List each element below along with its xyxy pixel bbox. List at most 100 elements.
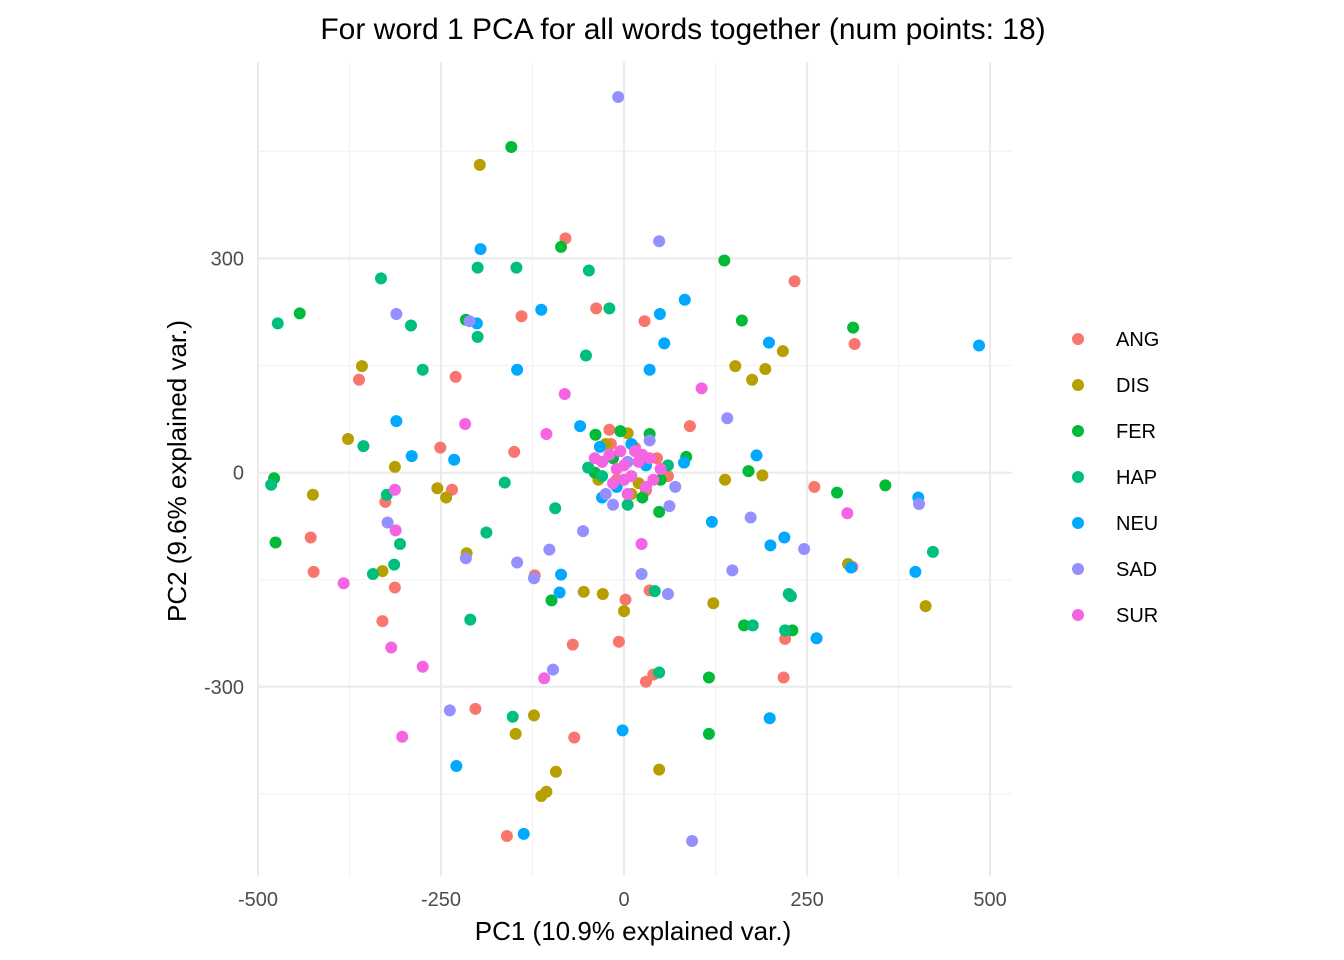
data-point-ang xyxy=(779,632,792,645)
data-point-hap xyxy=(579,349,592,362)
data-point-dis xyxy=(306,488,319,501)
data-point-hap xyxy=(510,261,523,274)
data-point-ang xyxy=(683,420,696,433)
legend-key-fer xyxy=(1072,425,1084,437)
data-point-hap xyxy=(265,478,278,491)
data-point-neu xyxy=(844,561,857,574)
data-point-dis xyxy=(376,565,389,578)
data-point-sad xyxy=(599,487,612,500)
data-point-neu xyxy=(574,420,587,433)
data-point-sad xyxy=(635,567,648,580)
data-point-dis xyxy=(549,765,562,778)
data-point-hap xyxy=(746,619,759,632)
data-point-ang xyxy=(566,638,579,651)
data-point-fer xyxy=(545,594,558,607)
data-point-hap xyxy=(779,624,792,637)
data-point-fer xyxy=(735,314,748,327)
data-point-ang xyxy=(603,423,616,436)
data-point-fer xyxy=(702,727,715,740)
legend-key-hap xyxy=(1072,471,1084,483)
data-point-sur xyxy=(337,577,350,590)
data-point-sad xyxy=(390,308,403,321)
data-point-dis xyxy=(527,709,540,722)
data-point-dis xyxy=(509,727,522,740)
data-point-fer xyxy=(718,254,731,267)
legend-label-hap: HAP xyxy=(1116,467,1157,489)
data-point-hap xyxy=(621,498,634,511)
data-point-hap xyxy=(480,526,493,539)
data-point-dis xyxy=(355,360,368,373)
data-point-sad xyxy=(913,497,926,510)
data-point-sad xyxy=(577,525,590,538)
y-tick-label: 300 xyxy=(211,248,244,270)
data-point-neu xyxy=(450,760,463,773)
data-point-dis xyxy=(759,363,772,376)
grid-minor xyxy=(258,62,1012,876)
data-point-fer xyxy=(742,465,755,478)
data-point-fer xyxy=(653,505,666,518)
data-point-sur xyxy=(614,445,627,458)
data-point-ang xyxy=(808,480,821,493)
data-point-dis xyxy=(707,597,720,610)
legend-label-ang: ANG xyxy=(1116,329,1159,351)
data-point-sad xyxy=(463,315,476,328)
x-axis-title: PC1 (10.9% explained var.) xyxy=(475,916,792,946)
data-point-dis xyxy=(719,473,732,486)
legend: ANG DIS FER HAP NEU SAD SUR xyxy=(1072,329,1159,627)
data-point-ang xyxy=(304,531,317,544)
data-point-neu xyxy=(643,363,656,376)
data-point-sur xyxy=(385,641,398,654)
data-point-dis xyxy=(756,469,769,482)
data-point-hap xyxy=(366,567,379,580)
data-point-hap xyxy=(582,461,595,474)
data-point-dis xyxy=(653,763,666,776)
data-point-neu xyxy=(973,339,986,352)
data-point-sad xyxy=(661,587,674,600)
legend-label-sad: SAD xyxy=(1116,559,1157,581)
legend-label-neu: NEU xyxy=(1116,513,1158,535)
plot-area xyxy=(257,62,1012,876)
data-point-neu xyxy=(653,308,666,321)
data-point-ang xyxy=(848,338,861,351)
data-point-ang xyxy=(568,731,581,744)
legend-key-sad xyxy=(1072,563,1084,575)
data-point-sur xyxy=(621,487,634,500)
data-point-ang xyxy=(515,310,528,323)
data-point-dis xyxy=(342,433,355,446)
data-point-neu xyxy=(909,565,922,578)
data-point-neu xyxy=(778,531,791,544)
data-point-sad xyxy=(459,552,472,565)
data-point-sur xyxy=(654,463,667,475)
data-point-ang xyxy=(612,635,625,648)
data-point-sad xyxy=(381,516,394,529)
x-tick-label: 500 xyxy=(973,889,1006,911)
data-point-hap xyxy=(464,613,477,626)
data-point-ang xyxy=(638,315,651,328)
x-tick-label: -250 xyxy=(421,889,461,911)
data-point-neu xyxy=(750,449,763,462)
data-point-sur xyxy=(629,445,641,458)
data-point-dis xyxy=(388,460,401,473)
data-point-sur xyxy=(618,459,631,472)
data-point-neu xyxy=(616,724,629,737)
data-point-sad xyxy=(612,90,625,103)
legend-key-neu xyxy=(1072,517,1084,529)
data-point-fer xyxy=(636,491,649,504)
data-point-dis xyxy=(618,605,631,618)
data-point-fer xyxy=(831,486,844,499)
data-point-sur xyxy=(459,418,472,431)
data-point-sur xyxy=(396,730,409,743)
data-point-fer xyxy=(614,425,627,438)
data-point-hap xyxy=(506,710,519,723)
data-point-sur xyxy=(540,428,553,441)
data-point-ang xyxy=(469,702,482,715)
data-point-ang xyxy=(777,671,790,684)
data-point-fer xyxy=(847,321,860,334)
x-tick-label: 250 xyxy=(790,889,823,911)
data-point-sur xyxy=(607,477,620,490)
y-tick-label: -300 xyxy=(204,677,244,699)
data-point-hap xyxy=(388,558,401,571)
x-axis-ticks: -500 -250 0 250 500 xyxy=(238,889,1007,911)
data-point-hap xyxy=(374,272,387,285)
